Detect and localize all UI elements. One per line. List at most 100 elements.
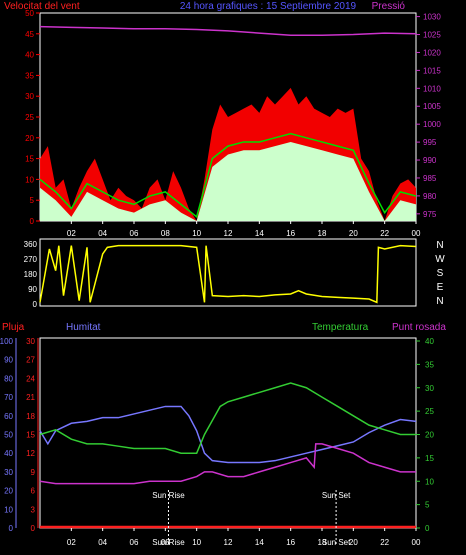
compass-label: W [435,254,445,265]
rain-tick-label: 30 [26,337,35,346]
wind-x-tick-label: 00 [412,229,421,238]
wind-low-area [40,141,416,221]
direction-tick-label: 360 [24,240,38,249]
rain-tick-label: 12 [26,449,35,458]
temperature-tick-label: 35 [425,360,434,369]
humidity-tick-label: 10 [4,505,13,514]
wind-x-tick-label: 08 [161,229,170,238]
wind-speed-tick-label: 5 [30,196,35,205]
rain-tick-label: 6 [31,487,36,496]
temperature-line [39,382,416,454]
rain-tick-label: 18 [26,412,35,421]
sunset-bottom-label: Sun Set [322,538,351,547]
wind-speed-tick-label: 40 [25,51,34,60]
sunrise-label: Sun Rise [152,491,185,500]
chart-marks-layer: 0510152025303540455097598098599099510001… [0,9,445,547]
temperature-tick-label: 25 [425,407,434,416]
humidity-tick-label: 0 [9,524,14,533]
direction-tick-label: 270 [24,255,38,264]
wind-x-tick-label: 22 [380,229,389,238]
pressure-tick-label: 1025 [423,31,441,40]
wind-x-tick-label: 10 [192,229,201,238]
weather-x-tick-label: 22 [380,538,389,547]
pressure-tick-label: 985 [423,174,437,183]
temperature-tick-label: 15 [425,454,434,463]
direction-panel-frame [39,238,417,307]
pressure-title: Pressió [372,1,406,12]
direction-tick-label: 180 [24,270,38,279]
wind-direction-line [39,244,417,304]
wind-x-tick-label: 14 [255,229,264,238]
direction-tick-label: 90 [28,285,37,294]
wind-x-tick-label: 16 [286,229,295,238]
rain-tick-label: 0 [31,524,36,533]
pressure-tick-label: 990 [423,156,437,165]
pressure-tick-label: 975 [423,210,437,219]
rain-tick-label: 24 [26,374,35,383]
pressure-tick-label: 1020 [423,48,441,57]
humidity-tick-label: 80 [4,374,13,383]
wind-speed-tick-label: 25 [25,113,34,122]
humidity-tick-label: 50 [4,431,13,440]
weather-x-tick-label: 14 [255,538,264,547]
temperature-tick-label: 5 [425,501,430,510]
humidity-tick-label: 60 [4,412,13,421]
wind-average-line [39,132,417,219]
rain-title: Pluja [2,322,25,333]
temperature-tick-label: 20 [425,431,434,440]
wind-speed-tick-label: 10 [25,175,34,184]
wind-speed-tick-label: 50 [25,9,34,18]
compass-label: N [436,240,443,251]
wind-x-tick-label: 20 [349,229,358,238]
dewpoint-line [39,443,416,485]
compass-label: E [437,282,444,293]
sunrise-bottom-label: Sun Rise [152,538,185,547]
temperature-tick-label: 0 [425,524,430,533]
temperature-tick-label: 10 [425,477,434,486]
humidity-tick-label: 90 [4,356,13,365]
wind-speed-tick-label: 35 [25,71,34,80]
compass-label: N [436,296,443,307]
humidity-tick-label: 40 [4,449,13,458]
humidity-tick-label: 30 [4,468,13,477]
wind-speed-tick-label: 45 [25,30,34,39]
temperature-tick-label: 30 [425,384,434,393]
temperature-title: Temperatura [312,322,369,333]
rain-tick-label: 27 [26,356,35,365]
pressure-tick-label: 995 [423,138,437,147]
humidity-tick-label: 20 [4,487,13,496]
weather-x-tick-label: 00 [412,538,421,547]
pressure-tick-label: 1015 [423,66,441,75]
rain-tick-label: 3 [31,505,36,514]
pressure-tick-label: 980 [423,192,437,201]
humidity-tick-label: 70 [4,393,13,402]
direction-tick-label: 0 [33,300,38,309]
pressure-tick-label: 1005 [423,102,441,111]
rain-tick-label: 15 [26,431,35,440]
wind-x-tick-label: 12 [224,229,233,238]
rain-tick-label: 9 [31,468,36,477]
weather-x-tick-label: 08 [161,538,170,547]
pressure-tick-label: 1000 [423,120,441,129]
rain-tick-label: 21 [26,393,35,402]
temperature-tick-label: 40 [425,337,434,346]
pressure-line [39,25,417,36]
wind-speed-tick-label: 20 [25,134,34,143]
weather-x-tick-label: 06 [130,538,139,547]
wind-x-tick-label: 04 [98,229,107,238]
wind-x-tick-label: 06 [130,229,139,238]
dewpoint-title: Punt rosada [392,322,446,333]
weather-x-tick-label: 10 [192,538,201,547]
pressure-tick-label: 1010 [423,84,441,93]
wind-x-tick-label: 18 [318,229,327,238]
weather-x-tick-label: 12 [224,538,233,547]
weather-x-tick-label: 02 [67,538,76,547]
chart-main-title: 24 hora grafiques : 15 Septiembre 2019 [180,1,357,12]
pressure-tick-label: 1030 [423,13,441,22]
weather-x-tick-label: 04 [98,538,107,547]
weather-x-tick-label: 16 [286,538,295,547]
humidity-line [39,405,417,464]
weather-x-tick-label: 18 [318,538,327,547]
